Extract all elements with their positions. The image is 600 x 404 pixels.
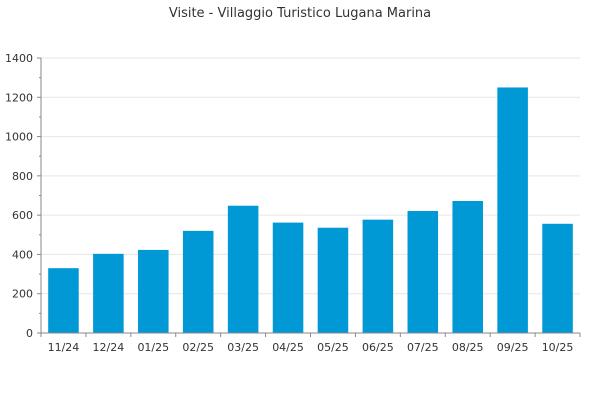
x-tick-label: 08/25 [452, 341, 484, 354]
bar-05-25 [317, 227, 349, 333]
x-tick-label: 03/25 [227, 341, 259, 354]
bar-03-25 [227, 205, 259, 333]
y-tick-label: 1200 [5, 91, 33, 104]
bar-09-25 [497, 87, 528, 333]
y-tick-label: 1400 [5, 52, 33, 65]
bar-07-25 [407, 211, 439, 333]
y-tick-label: 1000 [5, 131, 33, 144]
bars [48, 87, 573, 333]
bar-02-25 [182, 230, 214, 333]
y-tick-label: 600 [12, 209, 33, 222]
x-tick-label: 04/25 [272, 341, 304, 354]
y-tick-label: 200 [12, 288, 33, 301]
x-tick-label: 12/24 [93, 341, 125, 354]
x-tick-label: 09/25 [497, 341, 529, 354]
axes [37, 57, 581, 337]
bar-11-24 [48, 268, 79, 333]
x-tick-label: 11/24 [48, 341, 80, 354]
tick-labels: 0 200 400 600 800 1000 1200 1400 11/24 12/24 01/25… [5, 52, 573, 354]
x-tick-label: 05/25 [317, 341, 349, 354]
y-tick-label: 0 [26, 327, 33, 340]
x-tick-label: 10/25 [542, 341, 574, 354]
y-tick-label: 400 [12, 248, 33, 261]
chart-title: Visite - Villaggio Turistico Lugana Mari… [169, 6, 431, 21]
bar-08-25 [452, 201, 483, 333]
x-tick-label: 06/25 [362, 341, 394, 354]
bar-10-25 [542, 223, 573, 333]
x-tick-label: 01/25 [137, 341, 169, 354]
grid-lines [41, 57, 580, 295]
bar-04-25 [272, 222, 304, 333]
bar-01-25 [138, 249, 169, 333]
bar-12-24 [93, 253, 124, 333]
bar-06-25 [362, 219, 394, 333]
x-tick-label: 07/25 [407, 341, 439, 354]
y-tick-label: 800 [12, 170, 33, 183]
x-tick-label: 02/25 [182, 341, 214, 354]
